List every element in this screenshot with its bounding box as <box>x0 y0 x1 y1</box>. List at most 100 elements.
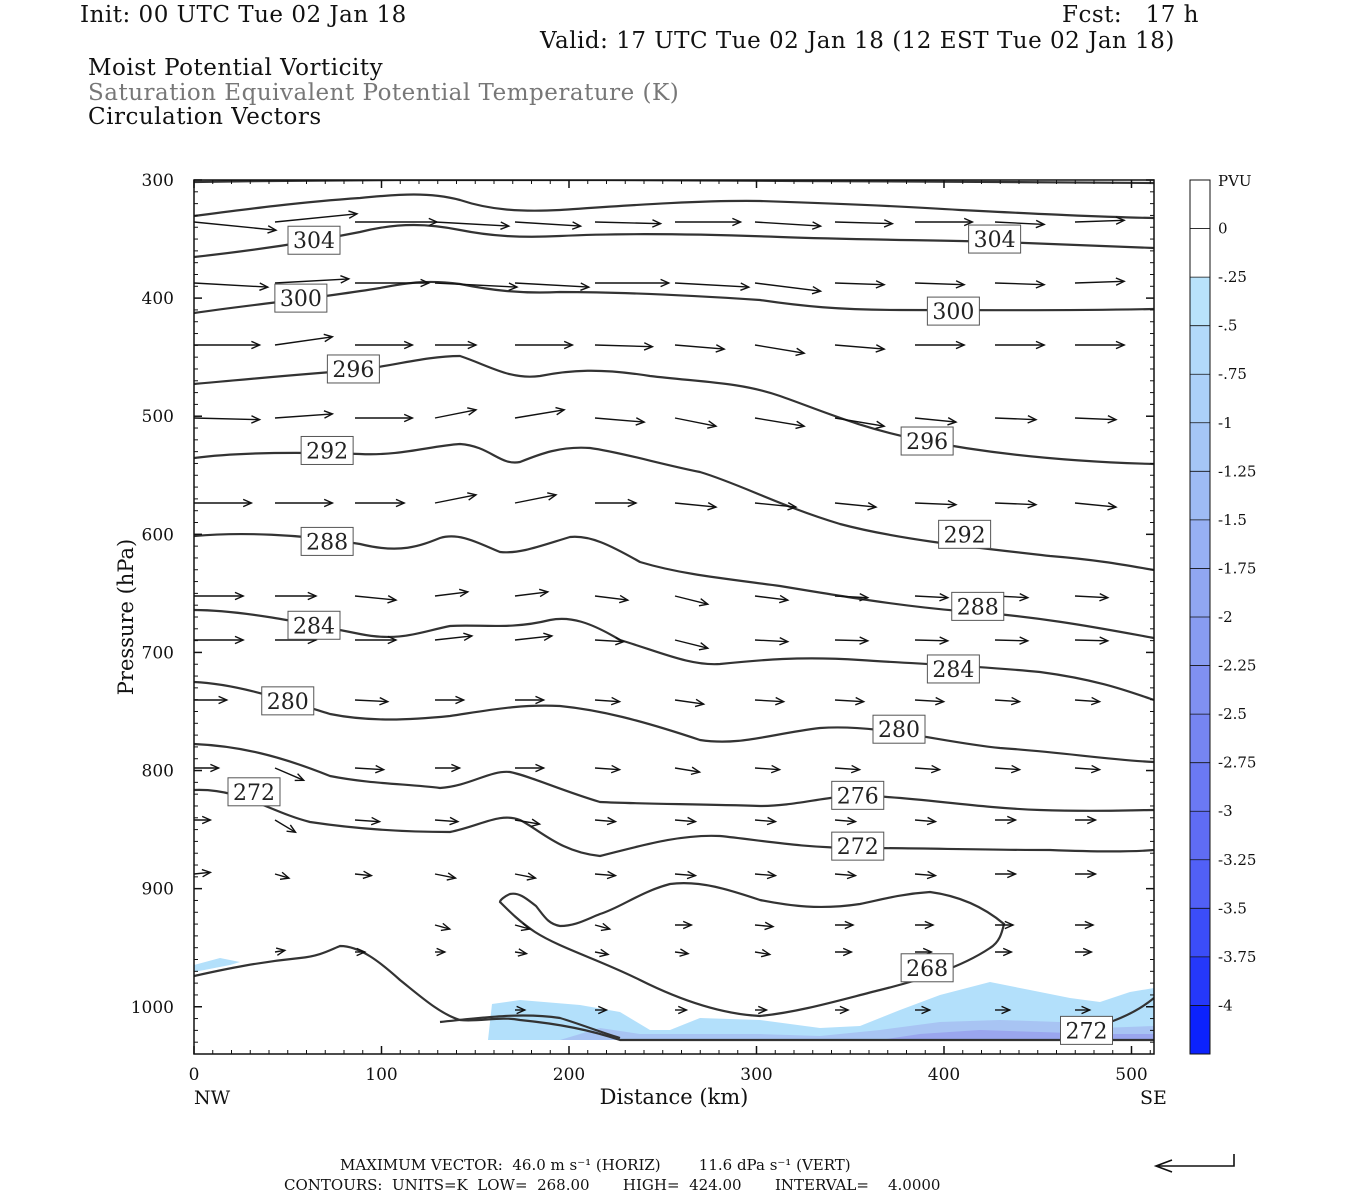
contour-labels: 304 304 300 300 296 296 292 292 288 288 284 284 280 2… <box>227 224 1113 1045</box>
vector-arrow <box>754 502 798 511</box>
contour-300 <box>194 280 1154 315</box>
vector-arrow <box>674 639 710 651</box>
vector-arrow <box>274 819 297 834</box>
colorbar-swatch <box>1190 180 1210 230</box>
y-axis: 300 400 500 600 700 800 900 1000 <box>131 171 1154 1043</box>
vector-arrow <box>594 764 622 774</box>
vector-arrow <box>995 1005 1012 1015</box>
vector-arrow <box>914 696 946 706</box>
colorbar-swatch <box>1190 374 1210 424</box>
vector-arrow <box>834 344 886 353</box>
vector-arrow <box>355 278 431 288</box>
contour-label: 304 <box>287 225 341 255</box>
vector-arrow <box>754 221 823 230</box>
vector-arrow <box>355 413 415 423</box>
contour-label-text: 296 <box>906 430 948 455</box>
vector-arrow <box>514 588 550 598</box>
x-end-label-left: NW <box>194 1087 231 1109</box>
forecast-hour: Fcst: 17 h <box>1062 2 1199 28</box>
init-time: Init: 00 UTC Tue 02 Jan 18 <box>80 2 407 28</box>
vector-arrow <box>354 870 374 880</box>
vector-arrow <box>514 948 529 957</box>
vector-arrow <box>514 632 554 642</box>
colorbar-swatch <box>1190 422 1210 472</box>
vector-arrow <box>595 1005 609 1015</box>
contour-label-text: 268 <box>906 957 948 982</box>
vector-arrow <box>434 816 460 826</box>
contour-label: 296 <box>326 354 380 384</box>
contour-label-text: 296 <box>332 358 374 383</box>
colorbar-label: -3.25 <box>1218 851 1256 869</box>
contour-label-text: 292 <box>306 439 348 464</box>
contour-280 <box>194 680 1154 764</box>
colorbar-label: 0 <box>1218 220 1228 238</box>
vector-arrow <box>354 764 386 774</box>
pv-shade-light <box>194 958 1154 1040</box>
y-tick-label: 700 <box>142 643 174 663</box>
vector-arrow <box>354 816 382 826</box>
vector-arrow <box>995 869 1018 879</box>
vector-arrow <box>834 417 886 430</box>
vector-arrow <box>355 340 415 350</box>
vector-arrow <box>435 340 478 350</box>
vector-arrow <box>674 282 751 291</box>
vector-arrow <box>914 816 938 826</box>
contour-label: 280 <box>261 686 315 716</box>
vector-arrow <box>995 920 1015 930</box>
contour-label-text: 288 <box>306 530 348 555</box>
x-tick-label: 200 <box>553 1065 585 1085</box>
vector-arrow <box>354 696 390 706</box>
vector-arrow <box>194 498 254 508</box>
vector-arrow <box>355 947 367 957</box>
vector-arrow <box>1074 415 1118 424</box>
vector-arrow <box>1075 869 1098 879</box>
colorbar-swatch <box>1190 665 1210 715</box>
contour-label: 292 <box>938 519 992 549</box>
vector-arrow <box>194 635 245 645</box>
colorbar-label: -2.5 <box>1218 705 1247 723</box>
vector-arrow <box>674 502 718 511</box>
vector-arrow <box>754 870 778 880</box>
colorbar-swatch <box>1190 471 1210 521</box>
vector-arrow <box>834 870 858 880</box>
colorbar-label: -1 <box>1218 414 1233 432</box>
contour-label: 276 <box>831 780 885 810</box>
vector-arrow <box>514 922 532 932</box>
vector-arrow <box>594 342 655 351</box>
contour-label-text: 272 <box>837 835 879 860</box>
vector-arrow <box>194 282 270 291</box>
vector-arrow <box>914 870 938 880</box>
vector-arrow <box>595 278 671 288</box>
vector-arrow <box>194 763 221 773</box>
vector-arrow <box>594 594 630 604</box>
contour-292 <box>194 442 1154 572</box>
vector-arrow <box>915 1005 932 1015</box>
contour-label-text: 292 <box>944 523 986 548</box>
vector-arrow <box>674 766 702 776</box>
colorbar-swatch <box>1190 956 1210 1006</box>
vector-arrow <box>275 498 335 508</box>
vector-arrow <box>754 417 806 430</box>
vector-arrow <box>754 921 775 931</box>
vector-arrow <box>1075 920 1095 930</box>
max-vector-footnote: MAXIMUM VECTOR: 46.0 m s⁻¹ (HORIZ) 11.6 … <box>340 1156 851 1174</box>
vector-arrow <box>514 282 591 291</box>
vector-arrow <box>434 872 458 881</box>
vector-arrow <box>915 920 935 930</box>
contour-label: 288 <box>300 526 354 556</box>
vector-arrow <box>275 591 318 601</box>
layer-label-theta-es: Saturation Equivalent Potential Temperat… <box>88 80 680 106</box>
vector-arrow <box>194 815 213 825</box>
y-tick-label: 500 <box>142 407 174 427</box>
vector-arrow <box>835 1005 850 1015</box>
colorbar-label: -2.75 <box>1218 754 1256 772</box>
vector-arrow <box>355 498 406 508</box>
vector-arrow <box>914 500 958 509</box>
x-tick-label: 100 <box>365 1065 397 1085</box>
y-tick-label: 900 <box>142 880 174 900</box>
colorbar-label: -3 <box>1218 802 1233 820</box>
vector-arrow <box>994 696 1022 706</box>
vector-arrow <box>754 344 806 357</box>
vector-arrow <box>594 948 610 958</box>
